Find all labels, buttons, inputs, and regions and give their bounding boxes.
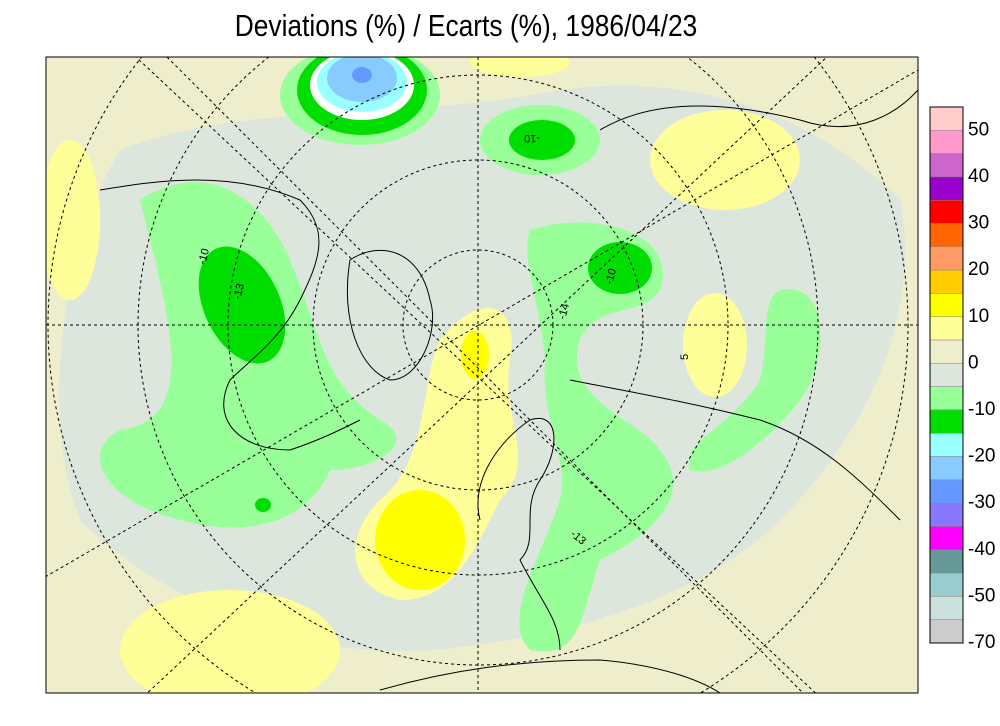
legend-swatch	[929, 269, 964, 294]
contour-label: -14	[556, 302, 572, 320]
legend-label: 10	[968, 306, 989, 327]
contour-label: -10	[196, 247, 212, 265]
legend-label: -10	[968, 399, 995, 420]
legend-swatch	[929, 153, 964, 178]
legend-label: -70	[968, 632, 995, 653]
legend-label: -30	[968, 492, 995, 513]
legend-label: 20	[968, 259, 989, 280]
legend-swatch	[929, 363, 964, 387]
legend-swatch	[929, 596, 964, 620]
legend-swatch	[929, 549, 964, 574]
contour-label: -10	[524, 132, 540, 144]
legend-swatch	[929, 176, 964, 201]
legend-frame	[929, 106, 964, 644]
legend-swatch	[929, 223, 964, 248]
legend-swatch	[929, 409, 964, 434]
legend-swatch	[929, 572, 964, 597]
legend-label: 50	[968, 119, 989, 140]
legend-swatch	[929, 619, 964, 644]
legend-swatch	[929, 502, 964, 527]
legend-swatch	[929, 386, 964, 411]
legend: 50 40 30 20 10 0 -10 -20 -30 -40 -50 -70	[929, 106, 995, 653]
legend-label: -40	[968, 539, 995, 560]
legend-swatch	[929, 339, 964, 364]
legend-swatch	[929, 456, 964, 481]
legend-swatch	[929, 130, 964, 154]
legend-label: 40	[968, 166, 989, 187]
map	[46, 57, 918, 693]
contour-label: 5	[679, 354, 691, 360]
legend-swatch	[929, 433, 964, 457]
legend-label: 0	[968, 352, 979, 373]
contour-label: -13	[231, 282, 247, 300]
legend-swatch	[929, 293, 964, 317]
legend-label: -20	[968, 446, 995, 467]
legend-swatch	[929, 106, 964, 131]
legend-swatch	[929, 526, 964, 551]
legend-swatch	[929, 246, 964, 271]
legend-label: 30	[968, 213, 989, 234]
contour-label: -10	[603, 267, 619, 285]
legend-swatch	[929, 199, 964, 224]
map-frame	[45, 56, 919, 694]
legend-swatch	[929, 479, 964, 504]
legend-label: -50	[968, 585, 995, 606]
legend-swatch	[929, 316, 964, 341]
title: Deviations (%) / Ecarts (%), 1986/04/23	[235, 9, 697, 43]
contour-labels: -10-13-10-10-145-13	[196, 132, 691, 548]
